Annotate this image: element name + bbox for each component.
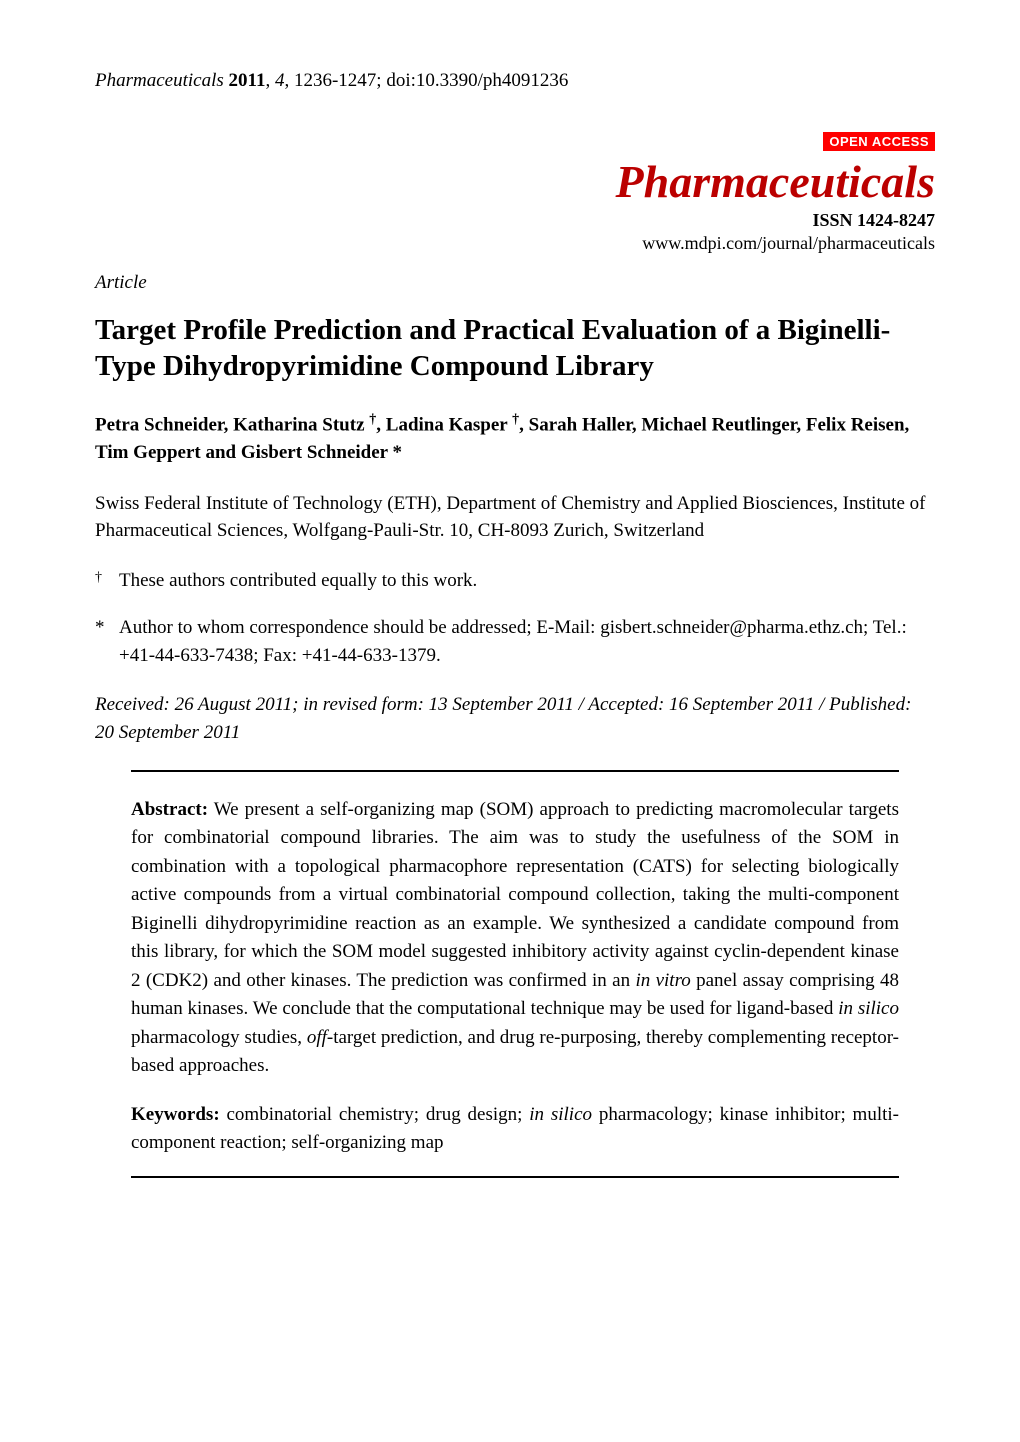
abstract: Abstract: We present a self-organizing m… [131,796,899,1081]
year: 2011 [229,70,266,91]
article-title: Target Profile Prediction and Practical … [95,312,935,385]
doi: doi:10.3390/ph4091236 [386,70,568,91]
running-header: Pharmaceuticals 2011, 4, 1236-1247; doi:… [95,70,935,92]
open-access-block: OPEN ACCESS [95,132,935,151]
article-type: Article [95,272,935,294]
publication-dates: Received: 26 August 2011; in revised for… [95,691,935,748]
footnote-equal: † These authors contributed equally to t… [95,567,935,598]
affiliation: Swiss Federal Institute of Technology (E… [95,490,935,545]
journal-url: www.mdpi.com/journal/pharmaceuticals [95,233,935,254]
keywords-text: combinatorial chemistry; drug design; in… [131,1104,899,1154]
abstract-text: We present a self-organizing map (SOM) a… [131,799,899,1077]
open-access-badge: OPEN ACCESS [823,132,935,151]
footnote-corresponding-text: Author to whom correspondence should be … [119,614,935,671]
journal-prefix: Pharmaceuticals [95,70,224,91]
issn: ISSN 1424-8247 [95,210,935,231]
abstract-label: Abstract: [131,799,208,820]
horizontal-rule-bottom [131,1176,899,1178]
keywords: Keywords: combinatorial chemistry; drug … [131,1101,899,1158]
footnote-equal-text: These authors contributed equally to thi… [119,567,935,598]
abstract-block: Abstract: We present a self-organizing m… [95,772,935,1176]
footnote-corresponding-marker: * [95,614,119,671]
keywords-label: Keywords: [131,1104,220,1125]
footnote-corresponding: * Author to whom correspondence should b… [95,614,935,671]
pages: 1236-1247 [294,70,376,91]
footnote-equal-marker: † [95,567,119,598]
volume: 4 [275,70,285,91]
journal-logo-text: Pharmaceuticals [95,155,935,208]
author-list: Petra Schneider, Katharina Stutz †, Ladi… [95,409,935,468]
